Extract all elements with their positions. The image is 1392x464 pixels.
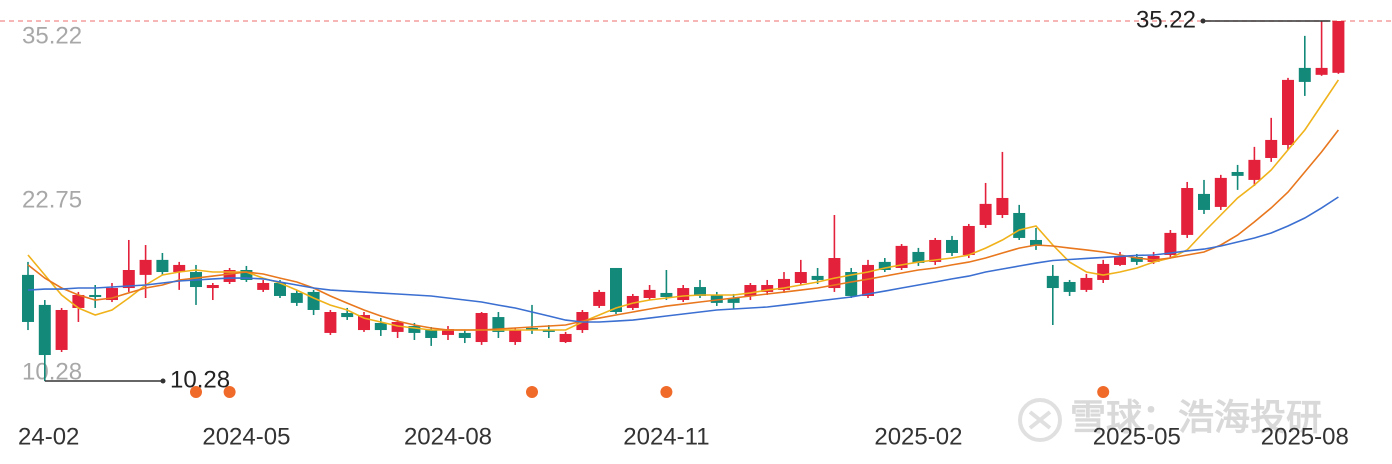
candle-body (509, 330, 522, 343)
candle-body (828, 258, 841, 289)
candle-body (526, 328, 538, 331)
candle-body (559, 333, 572, 343)
candle-body (240, 269, 253, 280)
candle-body (374, 322, 387, 331)
watermark-logo (1018, 398, 1062, 442)
candle-body (1114, 257, 1126, 265)
candle-body (22, 274, 34, 322)
candle-body (257, 282, 270, 290)
x-tick-label: 2024-08 (404, 423, 492, 450)
x-tick-label: 2025-05 (1093, 423, 1181, 450)
candle-body (1282, 79, 1294, 145)
ma-line (27, 129, 1340, 331)
candle-body (1013, 212, 1026, 238)
candle-body (778, 278, 790, 290)
min-annotation-dot (160, 378, 166, 384)
candle-body (946, 239, 958, 253)
candle-body (1164, 232, 1177, 255)
candle-body (878, 261, 891, 270)
candle-body (1298, 67, 1311, 82)
candle-body (139, 259, 152, 275)
candle-body (677, 288, 690, 301)
candle-body (458, 332, 471, 338)
candle-body (408, 326, 421, 333)
candle-body (475, 313, 488, 343)
max-annotation-label: 35.22 (1136, 6, 1196, 33)
candle-body (1315, 67, 1328, 75)
candle-body (845, 272, 858, 296)
candle-body (341, 313, 354, 318)
x-tick-label: 2025-02 (874, 423, 962, 450)
candle-body (442, 329, 454, 335)
candle-body (1046, 275, 1059, 289)
candle-body (929, 239, 942, 262)
candle-body (206, 285, 219, 289)
candle-body (1147, 255, 1160, 262)
candle-body (290, 292, 303, 303)
candle-body (391, 321, 404, 332)
x-tick-label: 2024-05 (202, 423, 290, 450)
candle-body (542, 330, 555, 332)
candle-body (223, 269, 236, 282)
candle-body (89, 294, 102, 297)
candle-body (156, 259, 169, 273)
signal-dot (1097, 386, 1110, 398)
candle-body (425, 330, 438, 338)
candle-body (962, 225, 975, 255)
signal-dot (223, 386, 236, 398)
candle-body (593, 291, 606, 306)
candle-body (626, 295, 639, 308)
candle-body (324, 312, 337, 333)
candle-body (38, 304, 51, 356)
candles (22, 21, 1345, 381)
x-tick-label: 24-02 (18, 423, 79, 450)
candle-body (1248, 159, 1261, 180)
candle-body (1130, 257, 1143, 262)
candle-body (173, 264, 186, 273)
candle-body (811, 275, 824, 280)
candle-body (761, 285, 774, 292)
candle-body (1214, 177, 1227, 207)
candle-body (1030, 239, 1042, 246)
candle-body (1198, 193, 1210, 210)
candle-body (610, 267, 622, 313)
x-tick-label: 2024-11 (623, 423, 709, 450)
candle-body (660, 292, 673, 297)
y-tick-label: 35.22 (22, 22, 82, 49)
signal-dot (660, 386, 673, 398)
signal-dot (190, 386, 202, 398)
candle-body (274, 282, 286, 296)
candle-body (710, 294, 723, 303)
candle-body (996, 197, 1009, 216)
ma-line (27, 196, 1339, 323)
watermark-glyph (1028, 410, 1052, 430)
watermark-circle (1018, 398, 1062, 442)
candle-body (895, 245, 908, 268)
x-tick-label: 2025-08 (1261, 423, 1349, 450)
candle-body (979, 203, 992, 225)
candle-body (1265, 139, 1278, 158)
candle-body (744, 285, 757, 296)
candle-body (1181, 188, 1194, 235)
candle-body (307, 291, 320, 310)
candle-body (1332, 21, 1345, 73)
candle-body (122, 269, 135, 289)
candle-body (643, 289, 656, 299)
candle-body (1063, 281, 1076, 292)
max-annotation-dot (1200, 18, 1206, 24)
candle-body (1231, 171, 1244, 176)
watermark: 雪球：浩海投研 (1070, 397, 1322, 438)
candle-body (694, 287, 706, 296)
signal-dot (526, 386, 538, 398)
candle-body (727, 298, 740, 303)
candle-body (794, 272, 807, 283)
candle-body (106, 288, 118, 301)
candle-body (1080, 277, 1093, 290)
candle-body (912, 251, 925, 263)
candle-body (55, 309, 68, 350)
candle-body (1097, 263, 1110, 280)
y-tick-label: 22.75 (22, 186, 82, 213)
